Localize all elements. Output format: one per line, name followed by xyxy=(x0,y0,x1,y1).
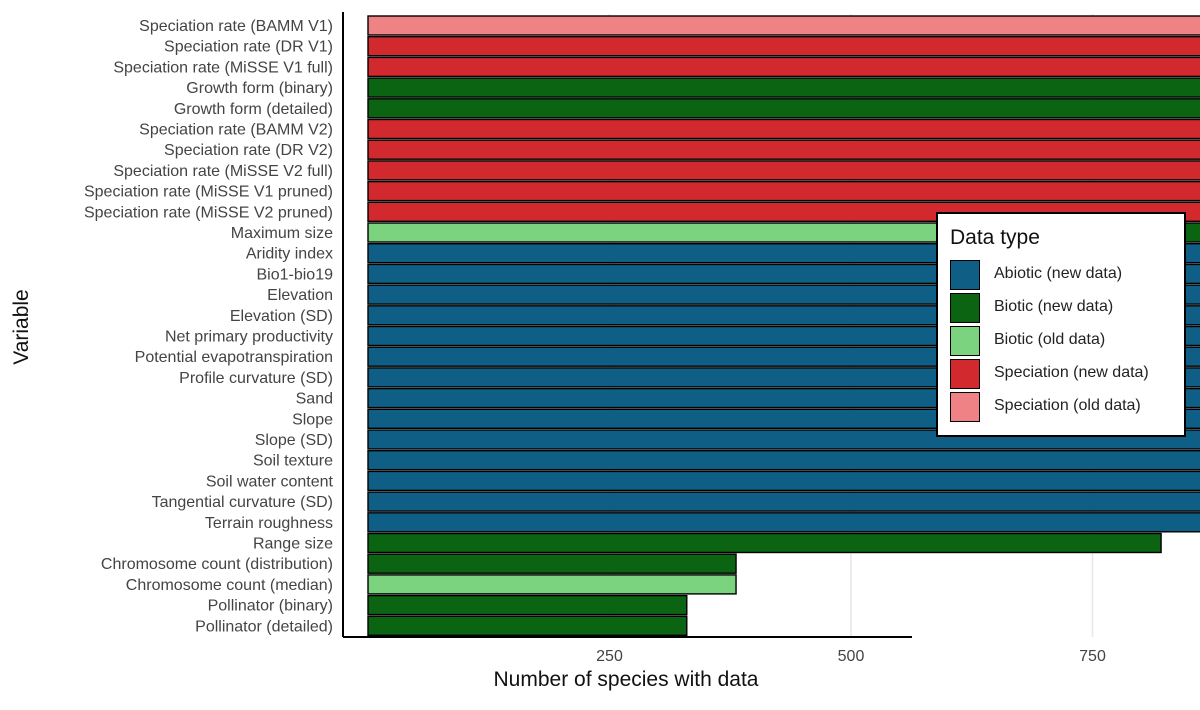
x-tick-label: 250 xyxy=(596,648,623,665)
bar-24 xyxy=(368,513,1200,532)
y-tick-label: Soil texture xyxy=(253,453,333,470)
x-axis-title: Number of species with data xyxy=(494,668,759,691)
legend-item: Speciation (old data) xyxy=(950,392,1180,422)
bar-2 xyxy=(368,57,1200,76)
y-tick-label: Speciation rate (BAMM V2) xyxy=(139,122,333,139)
legend-swatch xyxy=(950,326,980,356)
y-tick-label: Net primary productivity xyxy=(165,329,333,346)
bar-25 xyxy=(368,534,1161,553)
legend-item: Biotic (new data) xyxy=(950,293,1180,323)
y-tick-label: Pollinator (detailed) xyxy=(195,618,333,635)
x-tick-labels: 2505007501000 xyxy=(596,648,1200,665)
legend-swatch xyxy=(950,392,980,422)
bar-7 xyxy=(368,161,1200,180)
y-tick-label: Potential evapotranspiration xyxy=(135,349,333,366)
y-tick-label: Speciation rate (DR V1) xyxy=(164,39,333,56)
y-tick-label: Sand xyxy=(296,391,333,408)
legend-label: Biotic (new data) xyxy=(994,298,1113,316)
x-tick-label: 500 xyxy=(838,648,865,665)
y-tick-label: Elevation xyxy=(267,287,333,304)
y-tick-label: Speciation rate (MiSSE V1 full) xyxy=(113,59,333,76)
legend-swatch xyxy=(950,359,980,389)
y-tick-label: Profile curvature (SD) xyxy=(179,370,333,387)
y-tick-label: Chromosome count (median) xyxy=(126,577,333,594)
y-tick-label: Speciation rate (MiSSE V2 full) xyxy=(113,163,333,180)
bar-6 xyxy=(368,140,1200,159)
legend-label: Speciation (old data) xyxy=(994,397,1141,415)
y-tick-label: Pollinator (binary) xyxy=(208,598,333,615)
y-tick-label: Growth form (binary) xyxy=(186,80,333,97)
legend-title: Data type xyxy=(950,226,1040,250)
legend: Data type Abiotic (new data) Biotic (new … xyxy=(936,212,1186,437)
legend-item: Speciation (new data) xyxy=(950,359,1180,389)
bar-27 xyxy=(368,575,736,594)
legend-item: Biotic (old data) xyxy=(950,326,1180,356)
y-tick-label: Slope xyxy=(292,411,333,428)
bar-3 xyxy=(368,78,1200,97)
y-tick-label: Slope (SD) xyxy=(255,432,333,449)
y-tick-label: Speciation rate (BAMM V1) xyxy=(139,18,333,35)
y-tick-label: Speciation rate (MiSSE V2 pruned) xyxy=(84,204,333,221)
bar-1 xyxy=(368,37,1200,56)
bar-4 xyxy=(368,99,1200,118)
bar-22 xyxy=(368,471,1200,490)
bar-8 xyxy=(368,182,1200,201)
legend-label: Abiotic (new data) xyxy=(994,265,1122,283)
bar-26 xyxy=(368,554,736,573)
y-tick-labels: Speciation rate (BAMM V1) Speciation rate… xyxy=(84,18,334,635)
y-tick-label: Chromosome count (distribution) xyxy=(101,556,333,573)
y-tick-label: Maximum size xyxy=(231,225,333,242)
y-tick-label: Growth form (detailed) xyxy=(174,101,333,118)
y-tick-label: Speciation rate (DR V2) xyxy=(164,142,333,159)
bar-23 xyxy=(368,492,1200,511)
y-tick-label: Soil water content xyxy=(206,473,334,490)
bar-5 xyxy=(368,120,1200,139)
bar-0 xyxy=(368,16,1200,35)
legend-label: Speciation (new data) xyxy=(994,364,1149,382)
legend-swatch xyxy=(950,293,980,323)
y-tick-label: Speciation rate (MiSSE V1 pruned) xyxy=(84,184,333,201)
y-axis-title: Variable xyxy=(10,289,33,365)
y-tick-label: Terrain roughness xyxy=(205,515,333,532)
legend-label: Biotic (old data) xyxy=(994,331,1105,349)
y-tick-label: Tangential curvature (SD) xyxy=(152,494,333,511)
y-tick-label: Elevation (SD) xyxy=(230,308,333,325)
bar-29 xyxy=(368,616,687,635)
bar-21 xyxy=(368,451,1200,470)
y-tick-label: Aridity index xyxy=(246,246,333,263)
y-tick-label: Range size xyxy=(253,536,333,553)
legend-item: Abiotic (new data) xyxy=(950,260,1180,290)
legend-swatch xyxy=(950,260,980,290)
bar-28 xyxy=(368,596,687,615)
y-tick-label: Bio1-bio19 xyxy=(257,266,334,283)
x-tick-label: 750 xyxy=(1079,648,1106,665)
